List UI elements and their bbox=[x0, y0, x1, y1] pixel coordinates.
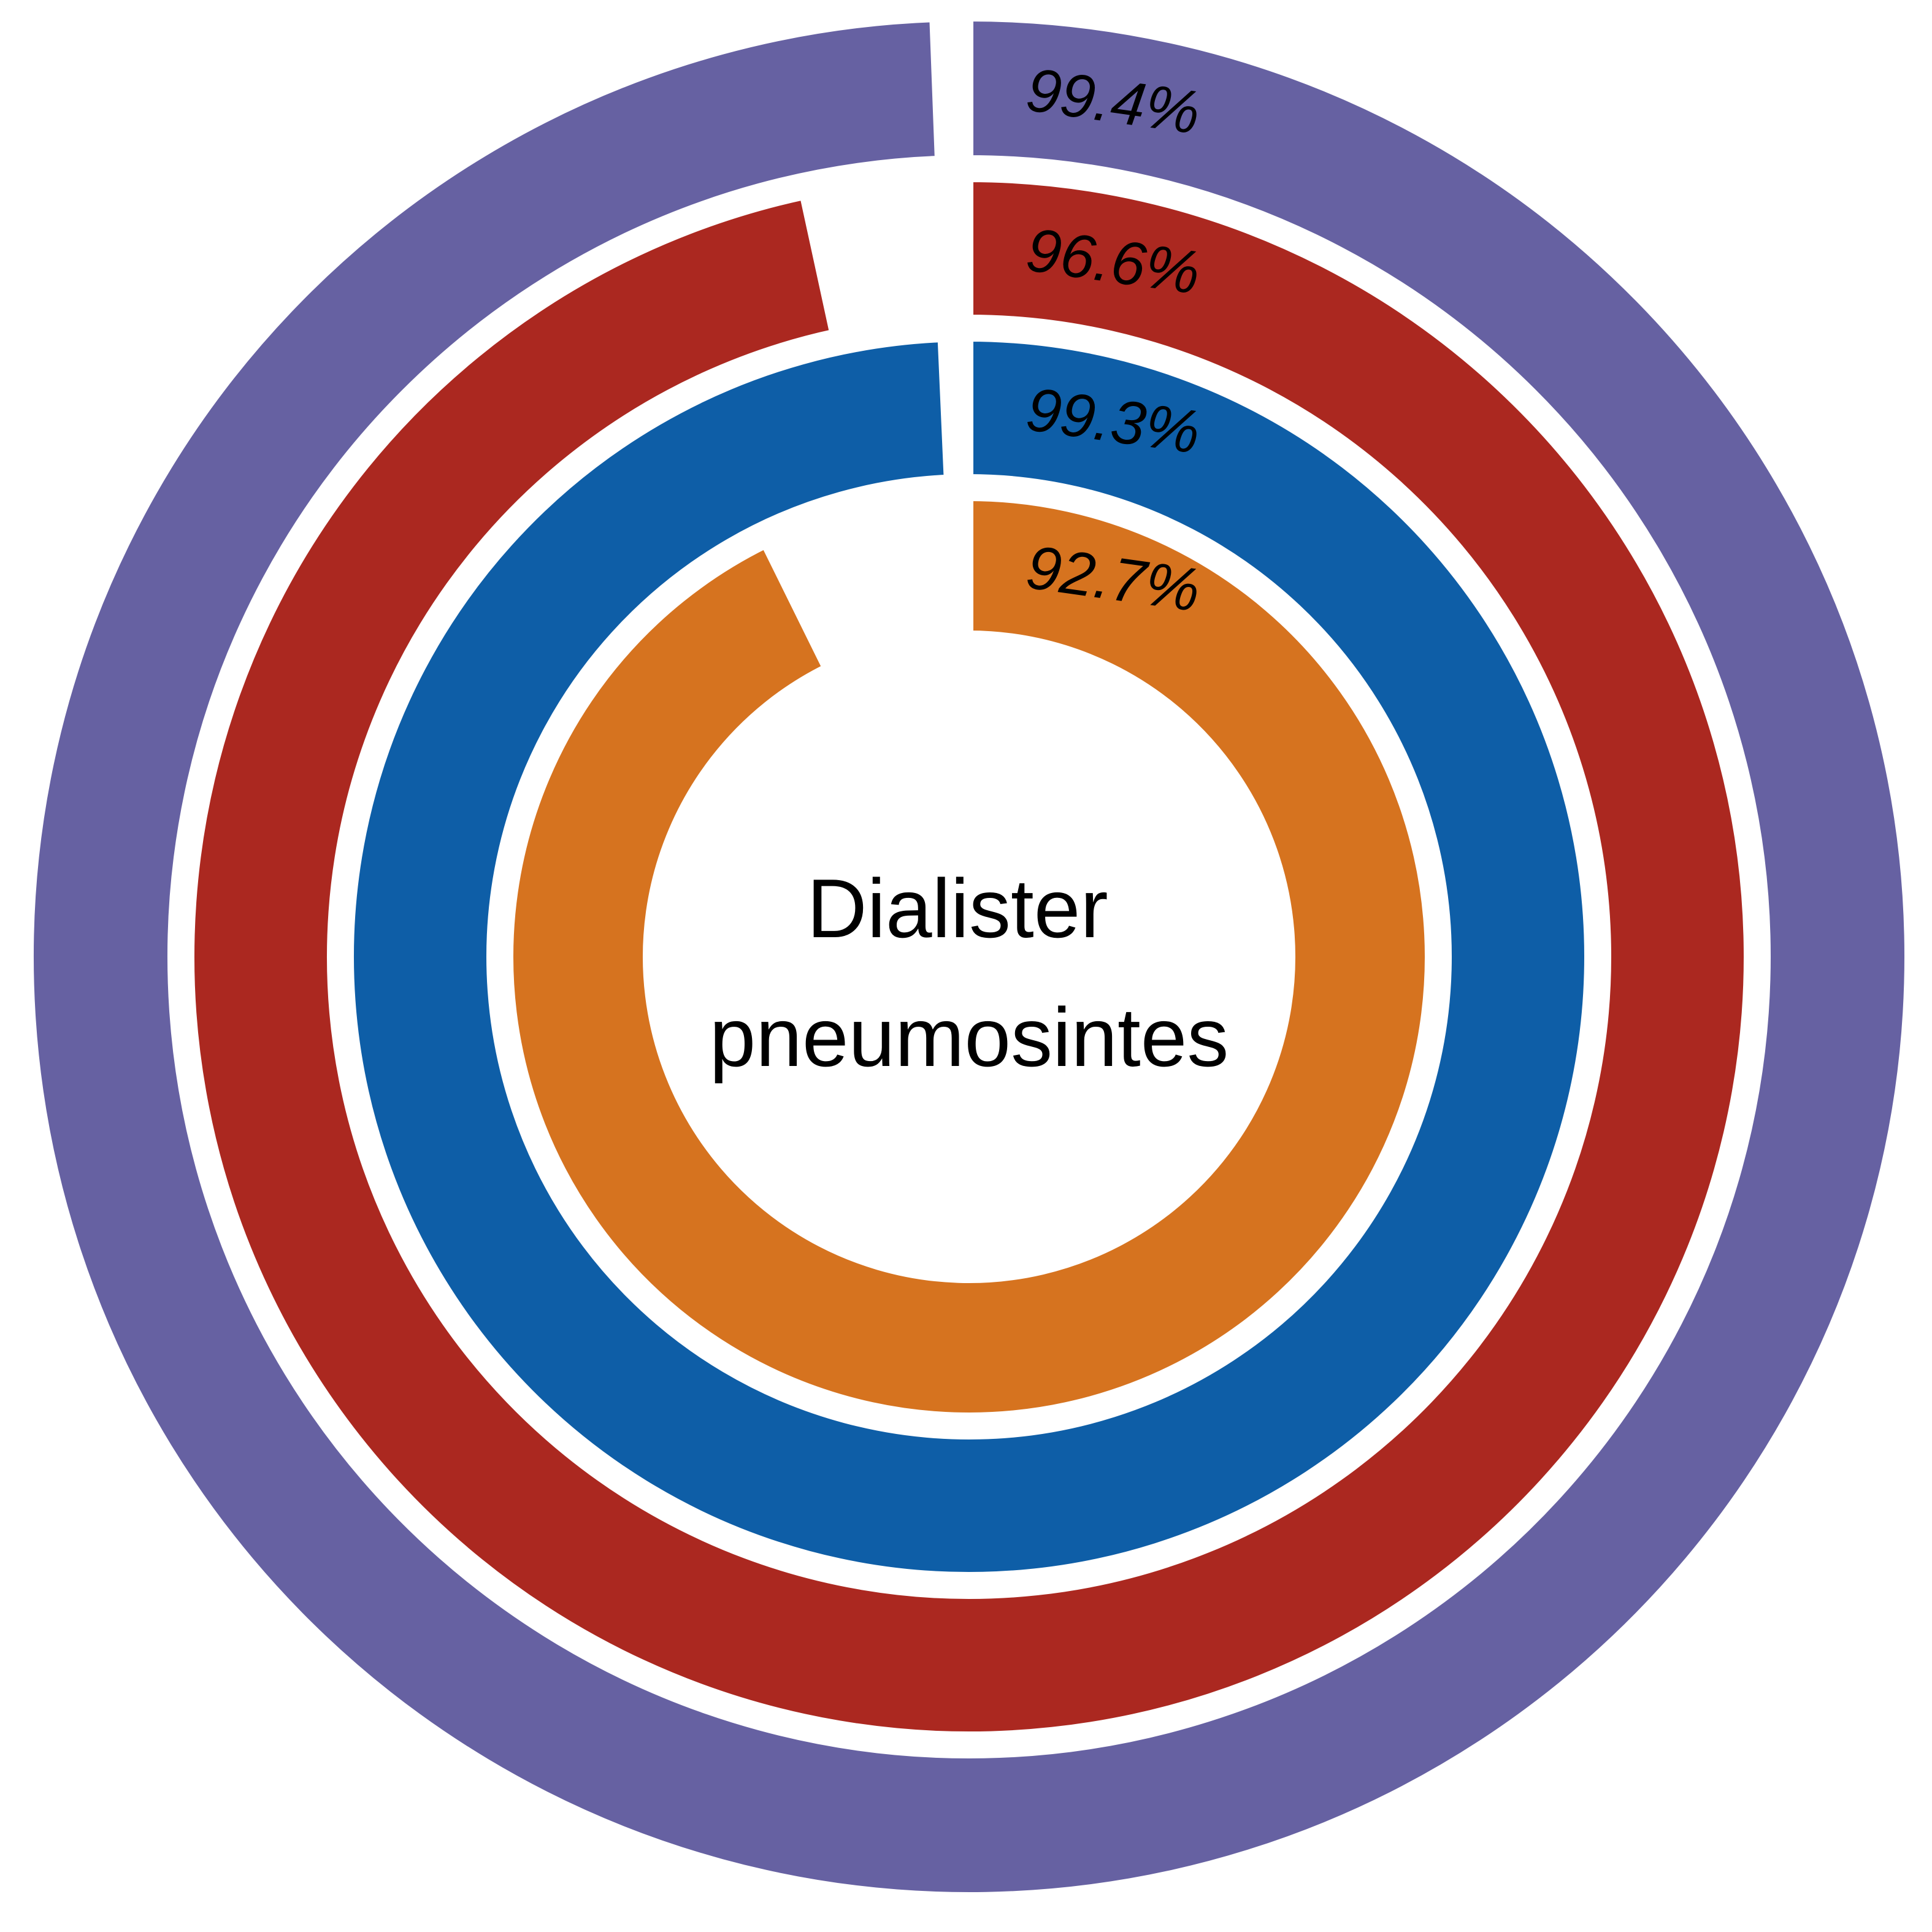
ring-arc-1 bbox=[25, 12, 1913, 1901]
center-label-line-1: Dialister bbox=[807, 862, 1108, 955]
center-label-line-2: pneumosintes bbox=[710, 991, 1229, 1084]
ring-arc-4 bbox=[505, 492, 1433, 1421]
rings-group bbox=[25, 12, 1913, 1901]
ring-arc-3 bbox=[345, 332, 1593, 1581]
center-label: Dialister pneumosintes bbox=[710, 862, 1229, 1084]
ring-arc-2 bbox=[186, 173, 1752, 1740]
